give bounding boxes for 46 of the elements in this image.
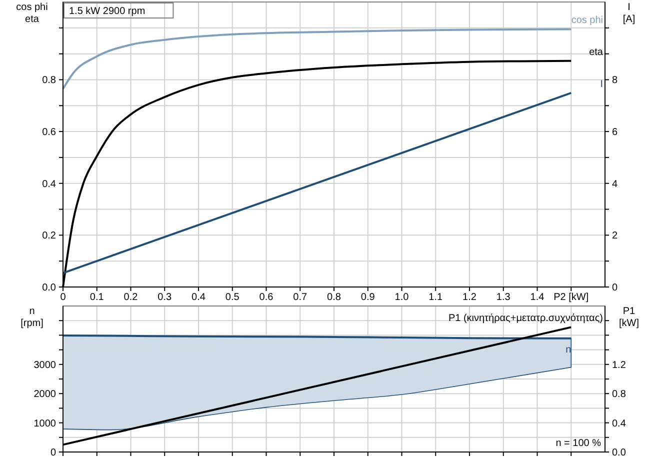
x-tick-label: 1.1: [428, 292, 444, 303]
y2-tick-label: 2: [612, 230, 618, 242]
x-tick-label: 0.8: [327, 292, 342, 303]
y-tick-label: 0: [50, 448, 56, 458]
x-tick-label: P2 [kW]: [554, 292, 589, 303]
x-tick-label: 0.7: [293, 292, 308, 303]
x-tick-label: 0.2: [124, 292, 138, 303]
x-tick-label: 0.6: [259, 292, 274, 303]
y2-tick-label: 6: [612, 127, 618, 138]
y2-tick-label: 0.4: [612, 418, 626, 430]
y2-tick-label: 8: [612, 75, 618, 86]
x-tick-label: 1.2: [462, 292, 477, 303]
line-series: [62, 28, 572, 90]
x-tick-label: 0: [60, 292, 66, 303]
x-tick-label: 0.3: [158, 292, 172, 303]
y-tick-label: 3000: [34, 360, 56, 371]
y2-tick-label: 1.2: [612, 360, 626, 371]
annotation: n = 100 %: [556, 438, 602, 449]
y2-axis-title: P1 [kW]: [619, 306, 640, 329]
y-axis-title: cos phi eta: [16, 2, 48, 25]
series-label: cos phi: [571, 15, 603, 26]
y-tick-label: 1000: [34, 418, 56, 430]
y-tick-label: 0.6: [42, 127, 56, 138]
y-axis-title: n [rpm]: [20, 306, 44, 329]
series-label: eta: [589, 46, 604, 58]
chart-title: 1.5 kW 2900 rpm: [69, 6, 146, 17]
y2-tick-label: 4: [612, 178, 618, 190]
x-tick-label: 1.4: [530, 292, 545, 303]
y2-axis-title: I [A]: [622, 2, 636, 25]
y2-tick-label: 0.8: [612, 389, 626, 400]
text: I: [600, 78, 603, 90]
y-tick-label: 2000: [34, 389, 56, 400]
series-label: n: [566, 344, 572, 356]
x-tick-label: 0.9: [360, 292, 376, 303]
y2-tick-label: 0.0: [612, 448, 626, 458]
x-tick-label: 0.4: [192, 292, 206, 303]
x-tick-label: 1.0: [394, 292, 410, 303]
x-tick-label: 0.1: [90, 292, 104, 303]
series-label: P1 (κινητήρας+μετατρ.συχνότητας): [448, 313, 603, 324]
y-tick-label: 0.0: [42, 282, 56, 294]
y-tick-label: 0.8: [42, 75, 56, 86]
x-tick-label: 0.5: [225, 292, 240, 303]
y2-tick-label: 0: [612, 282, 618, 294]
y-tick-label: 0.4: [42, 178, 56, 190]
x-tick-label: 1.3: [496, 292, 511, 303]
y-tick-label: 0.2: [42, 230, 56, 242]
